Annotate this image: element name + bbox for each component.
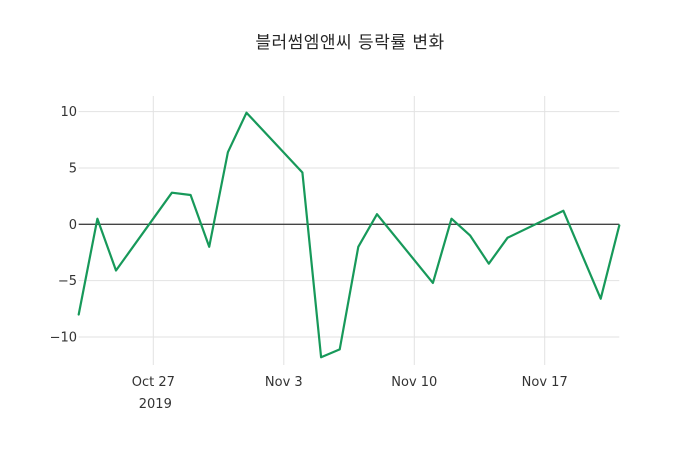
x-tick-label: Nov 3 — [265, 375, 303, 390]
y-tick-label: 0 — [69, 218, 77, 233]
y-tick-label: 5 — [69, 162, 77, 177]
grid-layer — [78, 96, 620, 365]
x-tick-label: Nov 17 — [522, 375, 568, 390]
y-tick-label: −10 — [50, 331, 77, 346]
x-tick-label: Nov 10 — [391, 375, 437, 390]
chart-title: 블러썸엠앤씨 등락률 변화 — [255, 33, 444, 53]
change-rate-line — [77, 111, 621, 359]
series-layer — [77, 111, 621, 359]
y-tick-label: 10 — [60, 105, 77, 120]
axis-label-layer: −10 −5 0 5 10 Oct 27 2019 Nov 3 Nov 10 Nov 17 — [50, 105, 568, 412]
y-tick-label: −5 — [58, 274, 77, 289]
x-tick-label: Oct 27 — [132, 375, 175, 390]
x-tick-year-label: 2019 — [139, 397, 172, 412]
